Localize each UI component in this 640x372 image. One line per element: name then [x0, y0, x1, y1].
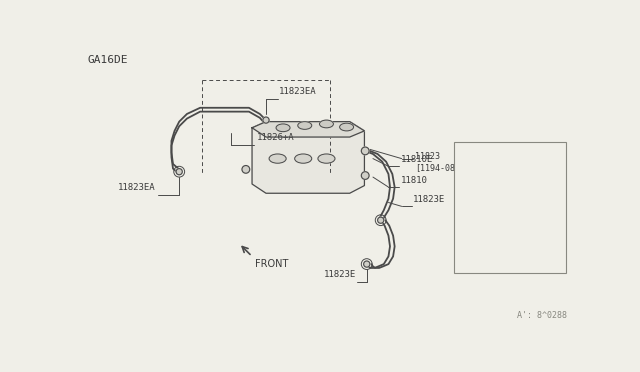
- Text: 11823E: 11823E: [413, 195, 445, 204]
- Circle shape: [176, 169, 182, 175]
- Polygon shape: [252, 122, 364, 193]
- Text: FRONT: FRONT: [255, 259, 289, 269]
- Text: A': 8^0288: A': 8^0288: [516, 311, 566, 320]
- Ellipse shape: [294, 154, 312, 163]
- Text: 11826+A: 11826+A: [257, 134, 294, 142]
- Text: 11823
[1194-0896]: 11823 [1194-0896]: [415, 153, 470, 172]
- Bar: [454, 142, 566, 273]
- Ellipse shape: [269, 154, 286, 163]
- Ellipse shape: [318, 154, 335, 163]
- Polygon shape: [252, 122, 364, 137]
- Circle shape: [242, 166, 250, 173]
- Circle shape: [362, 172, 369, 179]
- Circle shape: [364, 261, 370, 267]
- Text: 11823E: 11823E: [324, 270, 356, 279]
- Circle shape: [362, 147, 369, 155]
- Ellipse shape: [319, 120, 333, 128]
- Text: 11823EA: 11823EA: [278, 87, 316, 96]
- Text: GA16DE: GA16DE: [88, 55, 128, 65]
- Ellipse shape: [340, 123, 353, 131]
- Circle shape: [263, 117, 269, 123]
- Circle shape: [378, 217, 384, 223]
- Text: 11823
[D896-    ]: 11823 [D896- ]: [496, 148, 556, 167]
- Ellipse shape: [276, 124, 290, 132]
- Text: 11810: 11810: [401, 176, 428, 185]
- Ellipse shape: [298, 122, 312, 129]
- Text: 11810E: 11810E: [401, 155, 433, 164]
- Text: 11823EA: 11823EA: [118, 183, 156, 192]
